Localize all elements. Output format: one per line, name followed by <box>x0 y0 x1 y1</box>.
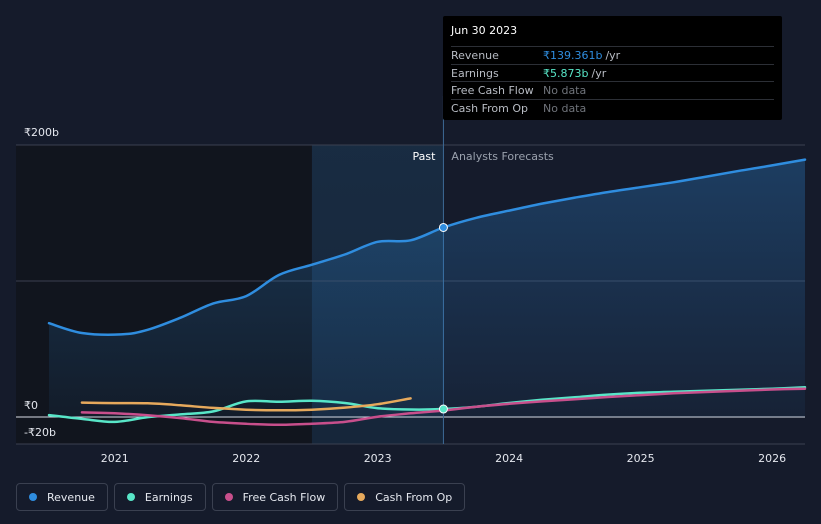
legend-item-free-cash-flow[interactable]: Free Cash Flow <box>211 483 339 511</box>
legend: Revenue Earnings Free Cash Flow Cash Fro… <box>16 483 466 511</box>
legend-label: Earnings <box>144 490 193 504</box>
x-tick-label: 2025 <box>627 452 655 465</box>
x-tick-label: 2021 <box>101 452 129 465</box>
tooltip-row-cash-from-op: Cash From Op No data <box>451 98 774 117</box>
legend-dot-icon <box>357 493 366 501</box>
marker-earnings <box>438 404 448 414</box>
legend-item-revenue[interactable]: Revenue <box>16 483 108 511</box>
legend-item-cash-from-op[interactable]: Cash From Op <box>344 483 466 511</box>
tooltip: Jun 30 2023 Revenue ₹139.361b /yr Earnin… <box>443 16 782 120</box>
y-tick-label: ₹0 <box>24 399 38 412</box>
legend-dot-icon <box>29 493 37 501</box>
tooltip-value: ₹5.873b <box>543 66 589 80</box>
legend-dot-icon <box>126 493 135 501</box>
tooltip-label: Cash From Op <box>451 101 529 115</box>
tooltip-unit: /yr <box>605 49 621 62</box>
legend-dot-icon <box>224 493 233 501</box>
series-line-revenue <box>47 158 807 336</box>
x-tick-label: 2023 <box>364 452 392 465</box>
tooltip-value: No data <box>543 101 587 115</box>
x-tick-label: 2022 <box>232 452 260 465</box>
tooltip-row-earnings: Earnings ₹5.873b /yr <box>451 63 774 82</box>
tooltip-label: Earnings <box>451 66 499 80</box>
y-tick-label: ₹200b <box>24 126 59 139</box>
series-area-revenue <box>49 159 805 417</box>
series-line-earnings <box>47 385 807 424</box>
legend-label: Cash From Op <box>375 490 453 504</box>
x-tick-label: 2026 <box>758 452 786 465</box>
tooltip-value: No data <box>543 84 587 97</box>
tooltip-row-revenue: Revenue ₹139.361b /yr <box>451 46 774 64</box>
legend-item-earnings[interactable]: Earnings <box>113 483 206 511</box>
tooltip-row-free-cash-flow: Free Cash Flow No data <box>451 81 774 99</box>
past-label: Past <box>412 150 436 163</box>
legend-label: Revenue <box>47 490 95 504</box>
y-tick-label: -₹20b <box>24 426 56 439</box>
x-tick-label: 2024 <box>495 452 523 465</box>
tooltip-date: Jun 30 2023 <box>451 24 518 37</box>
marker-revenue <box>438 222 448 232</box>
tooltip-unit: /yr <box>591 66 607 80</box>
legend-label: Free Cash Flow <box>242 490 326 504</box>
tooltip-label: Free Cash Flow <box>451 84 534 97</box>
series-line-cash-from-op <box>80 397 412 412</box>
forecast-label: Analysts Forecasts <box>451 150 554 163</box>
tooltip-label: Revenue <box>451 49 499 62</box>
tooltip-value: ₹139.361b <box>543 49 603 62</box>
chart-area: ₹200b ₹0 -₹20b 2021 2022 2023 2024 2025 2026 Past… <box>16 96 807 465</box>
